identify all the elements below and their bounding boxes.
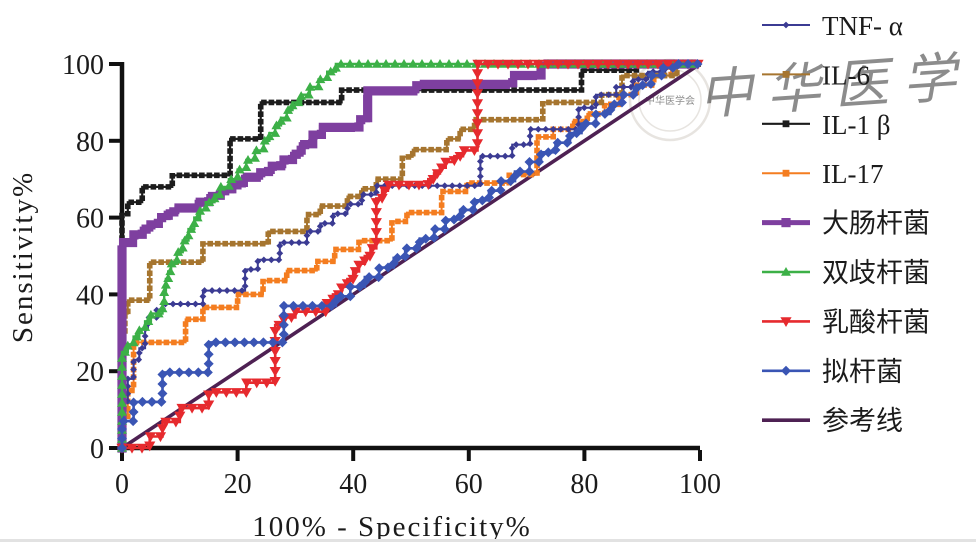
legend-swatch-marker [782,169,790,177]
y-axis-title: Sensitivity% [7,171,39,343]
x-tick-label: 60 [455,469,483,500]
series-lacto [116,59,704,454]
y-tick-label: 40 [76,280,104,311]
y-tick-label: 80 [76,127,104,158]
legend-swatch-marker [781,218,791,228]
series-bifido [117,59,700,452]
legend-item-il1b: IL-1 β [762,110,890,140]
y-tick-label: 100 [62,50,104,81]
x-tick-label: 0 [115,469,129,500]
series-il1b [119,61,701,451]
legend-label: 乳酸杆菌 [822,307,930,337]
series-ref-line [121,62,701,450]
legend-item-il6: IL-6 [762,60,870,90]
x-tick-label: 80 [570,469,598,500]
legend-label: TNF- α [822,11,903,41]
roc-curves [116,59,704,454]
legend-item-tnf: TNF- α [762,11,903,41]
x-axis-title: 100% - Specificity% [252,511,532,543]
y-tick-label: 0 [90,434,104,465]
x-tick-label: 40 [339,469,367,500]
legend-label: 拟杆菌 [822,357,903,387]
watermark: 中华医学会 中华医学会 [628,42,976,142]
legend-label: 参考线 [822,406,903,436]
legend-item-ecoli: 大肠杆菌 [762,209,930,239]
series-bacteroides-markers [117,59,703,453]
legend-item-ref: 参考线 [762,406,903,436]
series-ref [121,62,701,450]
legend-label: IL-6 [822,60,870,90]
y-tick-label: 60 [76,204,104,235]
axes: 0 20 40 60 80 100 0 20 40 60 80 100 [62,50,721,500]
legend-swatch-marker [782,120,790,128]
watermark-seal-text: 中华医学会 [645,94,695,107]
series-bacteroides [117,59,703,453]
legend-swatch-marker [782,21,790,29]
page-edge-line [0,539,976,542]
legend-item-bacteroides: 拟杆菌 [762,357,903,387]
legend-swatch-marker [781,267,791,276]
legend-label: IL-1 β [822,110,890,140]
y-tick-label: 20 [76,357,104,388]
legend-item-lacto: 乳酸杆菌 [762,307,930,337]
legend-label: 双歧杆菌 [822,258,930,288]
legend-swatch-marker [780,317,792,327]
legend-item-bifido: 双歧杆菌 [762,258,930,288]
legend-label: 大肠杆菌 [822,209,930,239]
x-tick-label: 20 [224,469,252,500]
legend-swatch-marker [782,71,790,78]
legend-label: IL-17 [822,159,883,189]
legend-swatch-marker [781,365,791,376]
x-tick-label: 100 [679,469,721,500]
series-ecoli [117,59,700,453]
legend-item-il17: IL-17 [762,159,883,189]
